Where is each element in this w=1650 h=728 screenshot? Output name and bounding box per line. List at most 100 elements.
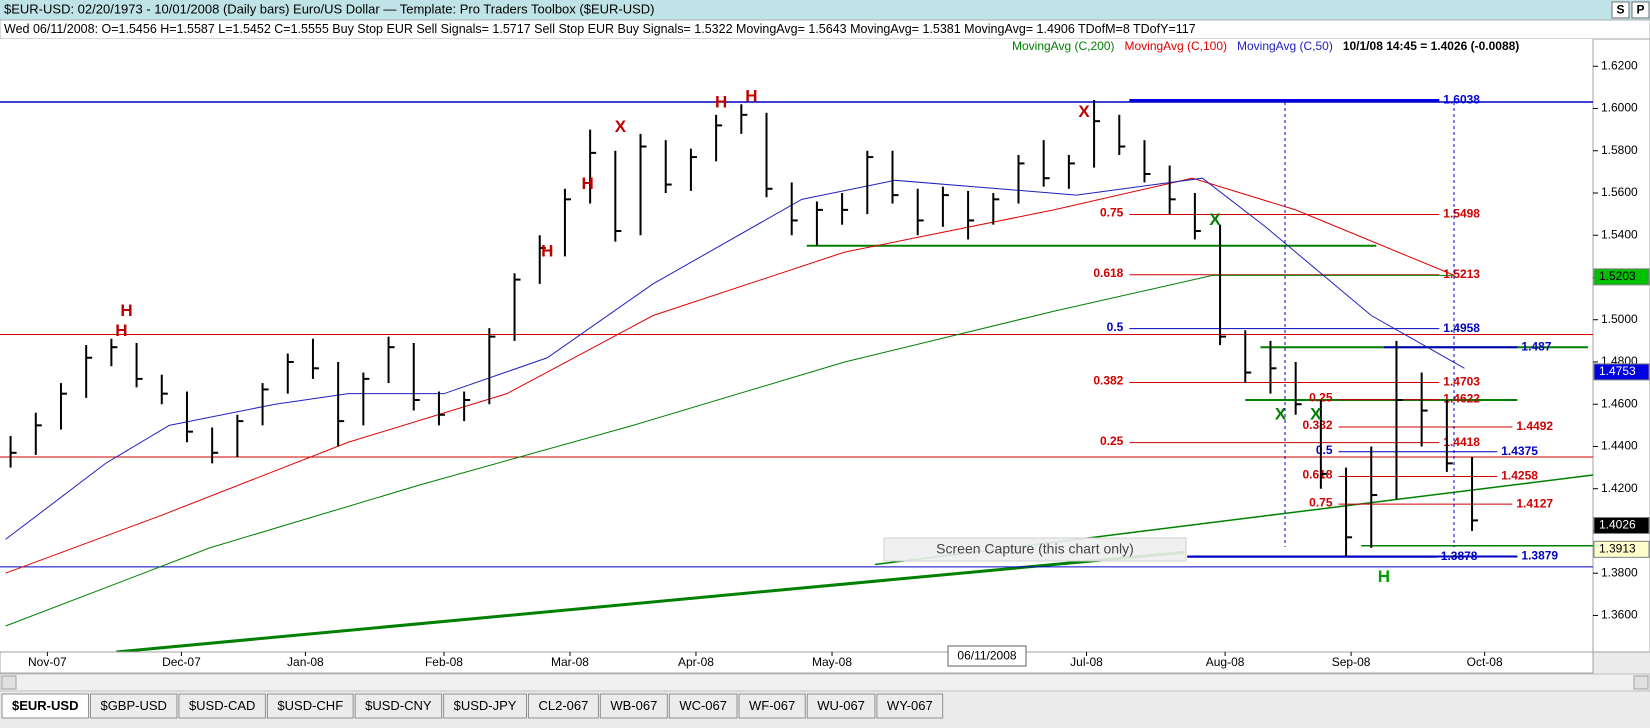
date-tag-text: 06/11/2008 — [957, 649, 1016, 663]
x-axis: Nov-07 Dec-07 Jan-08 Feb-08 Mar-08 Apr-08 May-… — [28, 652, 1503, 669]
level-label: 1.4703 — [1443, 375, 1480, 389]
window-button[interactable] — [1631, 1, 1650, 19]
level-label: 1.6038 — [1443, 93, 1480, 107]
x-tick-label: Dec-07 — [162, 655, 201, 669]
y-tick-label: 1.5000 — [1601, 312, 1638, 326]
y-tick-label: 1.4600 — [1601, 396, 1638, 410]
price-tag — [1593, 363, 1650, 381]
quote: 10/1/08 14:45 = 1.4026 (-0.0088) — [1343, 39, 1519, 53]
signal-marker: X — [1209, 210, 1221, 229]
level-label: 1.4958 — [1443, 321, 1480, 335]
y-tick-label: 1.5400 — [1601, 227, 1638, 241]
level-label: 1.4622 — [1443, 392, 1480, 406]
moving-average — [5, 177, 1465, 540]
x-tick-label: Mar-08 — [551, 655, 589, 669]
tab-label: WY-067 — [887, 698, 933, 713]
signal-marker: X — [1275, 404, 1287, 423]
tab-label: WU-067 — [817, 698, 865, 713]
signal-marker: H — [745, 86, 757, 105]
x-tick-label: May-08 — [812, 655, 852, 669]
tab[interactable] — [178, 693, 266, 719]
x-tick-label: Jul-08 — [1070, 655, 1103, 669]
x-tick-label: Feb-08 — [425, 655, 463, 669]
tab-label: $USD-CHF — [277, 698, 343, 713]
signal-marker: X — [1310, 404, 1322, 423]
tab[interactable] — [876, 693, 944, 719]
y-tick-label: 1.6000 — [1601, 101, 1638, 115]
level-label: 1.4418 — [1443, 435, 1480, 449]
tab[interactable] — [668, 693, 738, 719]
tab[interactable] — [1, 693, 89, 719]
tab[interactable] — [89, 693, 178, 719]
window-button[interactable] — [1611, 1, 1630, 19]
tab[interactable] — [354, 693, 443, 719]
tab-label: $USD-CNY — [365, 698, 432, 713]
signal-marker: H — [120, 301, 132, 320]
legend-entry: MovingAvg (C,200) — [1012, 39, 1115, 53]
tooltip — [883, 537, 1187, 562]
tab[interactable] — [266, 693, 354, 719]
fib-ratio: 0.75 — [1100, 206, 1124, 220]
legend: MovingAvg (C,200) MovingAvg (C,100) Moving… — [1012, 39, 1519, 53]
y-tick-label: 1.3800 — [1601, 565, 1638, 579]
trendline — [116, 550, 1185, 654]
tab[interactable] — [527, 693, 599, 719]
window-title: $EUR-USD: 02/20/1973 - 10/01/2008 (Daily… — [4, 1, 655, 16]
x-tick-label: Oct-08 — [1467, 655, 1503, 669]
signal-marker: H — [581, 174, 593, 193]
moving-average — [5, 177, 1455, 574]
scrollbar[interactable] — [0, 673, 1650, 692]
signal-marker: X — [615, 117, 627, 136]
price-tag — [1593, 268, 1650, 286]
fib-ratio: 0.75 — [1309, 495, 1333, 509]
tab-bar: $EUR-USD $GBP-USD $USD-CAD $USD-CHF $USD-CNY… — [1, 693, 944, 719]
price-tag — [1593, 540, 1650, 558]
signal-marker: H — [715, 93, 727, 112]
legend-entry: MovingAvg (C,100) — [1125, 39, 1228, 53]
signal-marker: X — [1078, 102, 1090, 121]
fib-ratio: 0.5 — [1107, 320, 1124, 334]
fib-ratio: 0.25 — [1309, 391, 1333, 405]
time-axis — [0, 651, 1594, 674]
x-tick-label: Sep-08 — [1332, 655, 1371, 669]
scroll-right[interactable] — [1633, 675, 1649, 690]
fib-ratio: 0.382 — [1302, 418, 1332, 432]
tab-label: WF-067 — [749, 698, 795, 713]
level-label: 1.4258 — [1501, 469, 1538, 483]
moving-average — [5, 274, 1455, 627]
title-bar — [0, 0, 1650, 20]
legend-entry: MovingAvg (C,50) — [1237, 39, 1333, 53]
date-tag — [947, 645, 1027, 667]
fib-ratio: 0.25 — [1100, 434, 1124, 448]
level-label: 1.4375 — [1501, 444, 1538, 458]
level-label: 1.487 — [1521, 339, 1551, 353]
window-button-label: P — [1636, 3, 1644, 17]
tab-label: $EUR-USD — [12, 698, 78, 713]
level-label: 1.5498 — [1443, 207, 1480, 221]
x-tick-label: Apr-08 — [678, 655, 714, 669]
signal-marker: H — [1378, 567, 1390, 586]
tab-label: $GBP-USD — [100, 698, 166, 713]
scroll-left[interactable] — [1, 675, 17, 690]
level-label: 1.4492 — [1516, 419, 1553, 433]
plot: 1.36001.38001.40001.42001.44001.46001.48… — [0, 58, 1650, 654]
fib-ratio: 0.382 — [1093, 374, 1123, 388]
price-tag-label: 1.4753 — [1599, 364, 1636, 378]
y-tick-label: 1.4200 — [1601, 481, 1638, 495]
y-tick-label: 1.3600 — [1601, 608, 1638, 622]
fib-ratio: 0.618 — [1093, 266, 1123, 280]
level-label: 1.5213 — [1443, 267, 1480, 281]
tab-label: CL2-067 — [538, 698, 588, 713]
tab[interactable] — [738, 693, 806, 719]
price-tag-label: 1.4026 — [1599, 518, 1636, 532]
tab-label: WB-067 — [610, 698, 657, 713]
tab[interactable] — [599, 693, 668, 719]
signal-marker: H — [541, 242, 553, 261]
y-tick-label: 1.6200 — [1601, 58, 1638, 72]
tab[interactable] — [806, 693, 876, 719]
fib-ratio: 0.5 — [1316, 443, 1333, 457]
tab-label: $USD-JPY — [454, 698, 517, 713]
tab[interactable] — [443, 693, 527, 719]
